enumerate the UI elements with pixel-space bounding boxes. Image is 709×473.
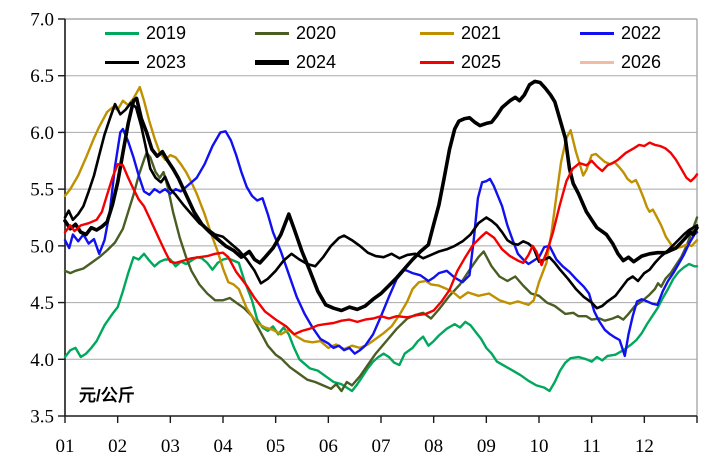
series-line-2020 — [63, 151, 699, 393]
x-axis-tick-label: 07 — [372, 436, 391, 457]
x-axis-tick-label: 09 — [477, 436, 496, 457]
x-axis-tick-label: 01 — [56, 436, 75, 457]
x-axis-tick-label: 08 — [424, 436, 443, 457]
legend-swatch-2023 — [105, 60, 139, 64]
y-axis-tick-label: 5.5 — [30, 180, 54, 201]
x-axis-tick-label: 11 — [583, 436, 601, 457]
series-line-2025 — [63, 141, 699, 336]
chart-legend: 2019 2020 2021 2022 2023 2024 2025 2026 — [0, 0, 709, 80]
x-axis-tick-label: 04 — [214, 436, 234, 457]
legend-swatch-2026 — [580, 60, 614, 64]
legend-label-2023: 2023 — [146, 52, 187, 72]
legend-label-2020: 2020 — [296, 23, 337, 43]
legend-swatch-2019 — [105, 31, 139, 35]
legend-label-2025: 2025 — [461, 52, 502, 72]
unit-label: 元/公斤 — [79, 386, 135, 405]
series-line-2021 — [63, 85, 699, 351]
legend-swatch-2022 — [580, 31, 614, 35]
y-axis-tick-label: 3.5 — [30, 407, 54, 428]
y-axis-tick-label: 5.0 — [30, 236, 54, 257]
x-axis-tick-label: 05 — [266, 436, 285, 457]
x-axis-tick-label: 02 — [108, 436, 127, 457]
legend-label-2024: 2024 — [296, 52, 337, 72]
legend-label-2022: 2022 — [621, 23, 662, 43]
legend-swatch-2025 — [420, 60, 454, 64]
legend-swatch-2020 — [255, 31, 289, 35]
legend-item-2025: 2025 — [420, 52, 501, 72]
y-axis-tick-label: 7.0 — [30, 10, 54, 31]
legend-item-2022: 2022 — [580, 23, 661, 43]
y-axis-tick-label: 6.0 — [30, 123, 54, 144]
x-axis-tick-label: 03 — [161, 436, 180, 457]
legend-swatch-2024 — [255, 59, 289, 65]
legend-item-2020: 2020 — [255, 23, 336, 43]
legend-item-2024: 2024 — [255, 52, 336, 72]
y-axis-tick-label: 6.5 — [30, 66, 54, 87]
legend-item-2019: 2019 — [105, 23, 186, 43]
legend-label-2026: 2026 — [621, 52, 662, 72]
series-line-2023 — [63, 101, 699, 310]
x-axis-tick-label: 12 — [635, 436, 654, 457]
legend-item-2023: 2023 — [105, 52, 186, 72]
x-axis-tick-label: 06 — [319, 436, 338, 457]
x-axis-tick-label: 10 — [530, 436, 549, 457]
legend-swatch-2021 — [420, 31, 454, 35]
legend-label-2019: 2019 — [146, 23, 187, 43]
legend-item-2021: 2021 — [420, 23, 501, 43]
legend-item-2026: 2026 — [580, 52, 661, 72]
y-axis-tick-label: 4.5 — [30, 293, 54, 314]
legend-label-2021: 2021 — [461, 23, 502, 43]
series-line-2024 — [63, 79, 699, 313]
y-axis-tick-label: 4.0 — [30, 350, 54, 371]
series-line-2019 — [63, 252, 699, 393]
